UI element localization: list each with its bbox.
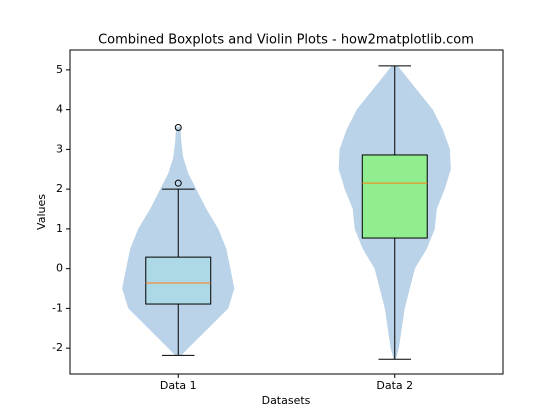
y-tick-label: -2 <box>52 341 63 354</box>
y-axis-label: Values <box>35 194 48 230</box>
flier <box>174 124 182 132</box>
box <box>145 256 212 305</box>
y-tick-label: 2 <box>56 182 63 195</box>
y-tick-label: 1 <box>56 222 63 235</box>
x-axis-label: Datasets <box>262 394 311 407</box>
chart-title: Combined Boxplots and Violin Plots - how… <box>98 33 474 48</box>
x-tick-label: Data 2 <box>376 379 413 392</box>
y-tick-label: 3 <box>56 142 63 155</box>
x-tick-label: Data 1 <box>160 379 197 392</box>
y-tick-label: 5 <box>56 63 63 76</box>
box <box>361 154 428 239</box>
y-tick-label: 4 <box>56 103 63 116</box>
flier <box>174 179 182 187</box>
plot-frame <box>69 49 504 375</box>
y-tick-label: 0 <box>56 262 63 275</box>
y-tick-label: -1 <box>52 301 63 314</box>
